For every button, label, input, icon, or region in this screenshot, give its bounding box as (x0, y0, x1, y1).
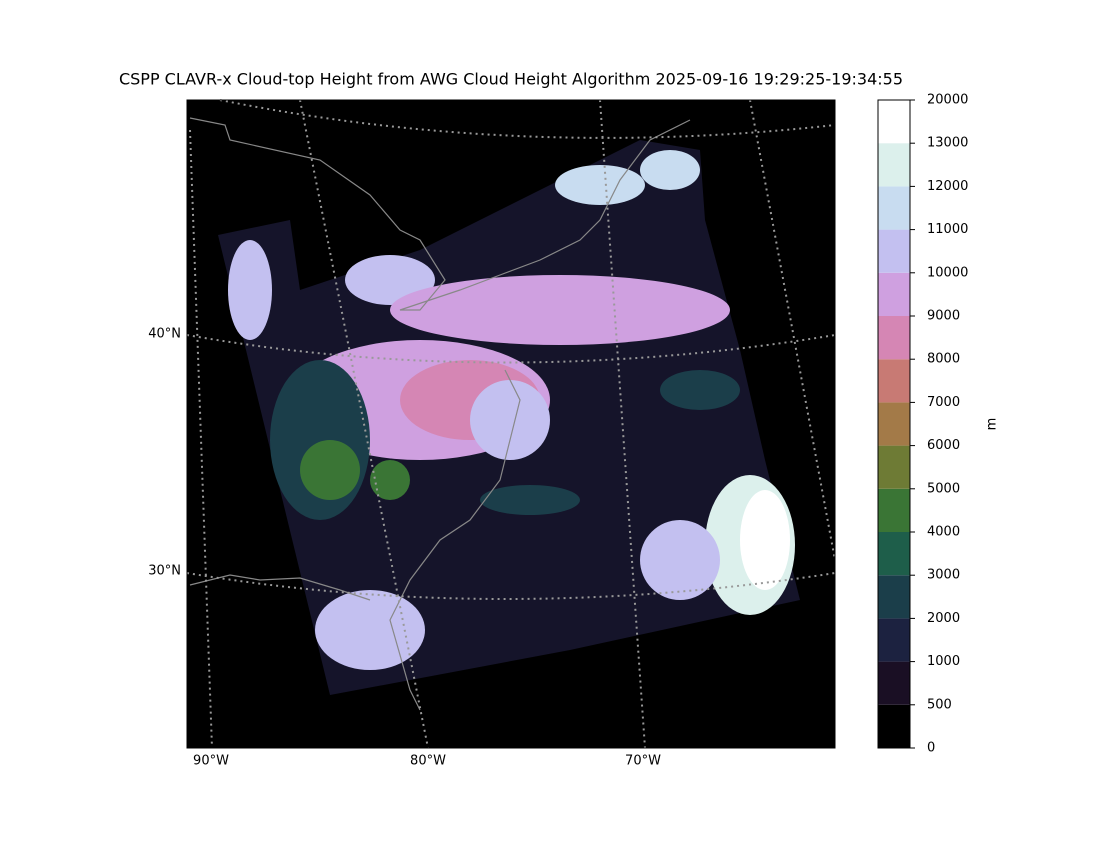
colorbar-segment (878, 186, 910, 230)
colorbar-tick-label: 8000 (927, 352, 960, 367)
colorbar-segment (878, 445, 910, 489)
colorbar-segment (878, 100, 910, 144)
colorbar-segment (878, 532, 910, 576)
colorbar-tick-label: 11000 (927, 222, 968, 237)
colorbar-tick-label: 0 (927, 741, 935, 756)
map-title: CSPP CLAVR-x Cloud-top Height from AWG C… (119, 70, 903, 89)
lat-label: 30°N (148, 564, 181, 579)
colorbar-frame (877, 99, 911, 749)
colorbar-tick-label: 3000 (927, 568, 960, 583)
colorbar: 0 500 1000 2000 3000 4000 5000 6000 7000 8000 9000… (877, 93, 968, 756)
colorbar-tick-label: 7000 (927, 395, 960, 410)
map: 40°N 30°N 90°W 80°W 70°W (148, 99, 836, 769)
colorbar-segment (878, 704, 910, 748)
colorbar-segment (878, 575, 910, 619)
colorbar-tick-label: 5000 (927, 481, 960, 496)
clouds (228, 150, 795, 670)
lon-label: 70°W (625, 754, 661, 769)
colorbar-tick-label: 2000 (927, 611, 960, 626)
colorbar-segment (878, 661, 910, 705)
colorbar-segment (878, 229, 910, 273)
colorbar-tick-label: 6000 (927, 438, 960, 453)
lon-label: 80°W (410, 754, 446, 769)
map-frame (186, 99, 836, 749)
colorbar-tick-label: 4000 (927, 525, 960, 540)
graticule (186, 99, 836, 749)
lat-label: 40°N (148, 327, 181, 342)
colorbar-segment (878, 359, 910, 403)
lon-label: 90°W (193, 754, 229, 769)
colorbar-segment (878, 402, 910, 446)
colorbar-label: m (985, 418, 1000, 431)
colorbar-segment (878, 488, 910, 532)
colorbar-segment (878, 618, 910, 662)
colorbar-tick-label: 9000 (927, 309, 960, 324)
colorbar-segment (878, 143, 910, 187)
colorbar-tick-label: 20000 (927, 93, 968, 108)
colorbar-tick-label: 13000 (927, 136, 968, 151)
colorbar-tick-label: 10000 (927, 265, 968, 280)
colorbar-tick-label: 500 (927, 697, 952, 712)
colorbar-tick-label: 1000 (927, 654, 960, 669)
colorbar-segment (878, 272, 910, 316)
colorbar-tick-label: 12000 (927, 179, 968, 194)
colorbar-segment (878, 316, 910, 360)
coastlines (189, 117, 691, 711)
